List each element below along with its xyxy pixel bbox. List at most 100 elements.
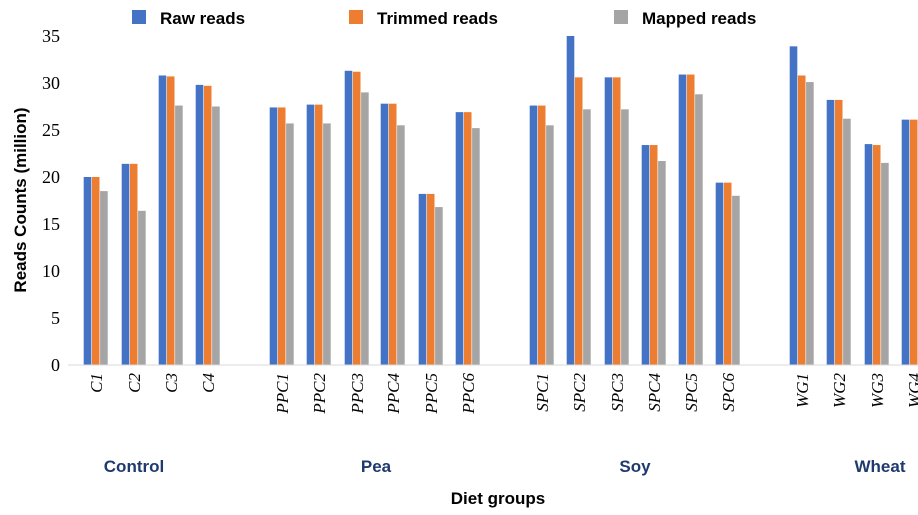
bar-mapped-reads xyxy=(732,195,740,365)
bar-group-ppc2 xyxy=(306,104,331,366)
bars xyxy=(83,36,918,366)
legend-item-trimmed-reads: Trimmed reads xyxy=(349,9,498,28)
bar-group-ppc6 xyxy=(455,112,480,365)
category-label: C2 xyxy=(125,373,144,393)
bar-trimmed-reads xyxy=(649,145,658,365)
bar-mapped-reads xyxy=(175,105,183,365)
bar-mapped-reads xyxy=(583,109,591,365)
bar-group-wg1 xyxy=(789,46,814,366)
category-label: PPC2 xyxy=(310,373,329,415)
bar-raw-reads xyxy=(269,107,278,365)
bar-mapped-reads xyxy=(435,207,443,365)
legend-item-raw-reads: Raw reads xyxy=(132,9,245,28)
bar-raw-reads xyxy=(418,193,427,365)
bar-trimmed-reads xyxy=(314,104,323,366)
bar-trimmed-reads xyxy=(612,77,621,366)
bar-group-wg3 xyxy=(864,144,889,365)
bar-mapped-reads xyxy=(472,128,480,365)
y-tick-label: 30 xyxy=(42,73,60,93)
bar-group-spc4 xyxy=(641,145,666,365)
bar-raw-reads xyxy=(566,36,575,365)
legend-label: Raw reads xyxy=(160,9,245,28)
group-label-wheat: Wheat xyxy=(855,457,906,476)
bar-raw-reads xyxy=(158,75,167,365)
bar-trimmed-reads xyxy=(797,75,806,365)
category-label: PPC3 xyxy=(348,373,367,415)
bar-trimmed-reads xyxy=(872,145,881,365)
bar-trimmed-reads xyxy=(91,177,100,365)
y-tick-label: 5 xyxy=(51,308,60,328)
category-label: WG4 xyxy=(905,373,918,408)
bar-group-ppc5 xyxy=(418,193,443,365)
bar-raw-reads xyxy=(455,112,464,365)
bar-trimmed-reads xyxy=(129,163,138,365)
legend-label: Mapped reads xyxy=(642,9,756,28)
legend-label: Trimmed reads xyxy=(377,9,498,28)
bar-mapped-reads xyxy=(658,161,666,365)
legend-swatch xyxy=(614,10,628,24)
y-tick-label: 10 xyxy=(42,261,60,281)
bar-trimmed-reads xyxy=(909,119,918,365)
bar-raw-reads xyxy=(901,119,910,365)
bar-raw-reads xyxy=(864,144,873,365)
bar-raw-reads xyxy=(678,74,687,365)
bar-trimmed-reads xyxy=(277,107,286,365)
bar-mapped-reads xyxy=(286,123,294,365)
bar-group-spc1 xyxy=(529,105,554,365)
bar-mapped-reads xyxy=(361,92,369,366)
category-label: PPC5 xyxy=(422,373,441,415)
y-tick-label: 25 xyxy=(42,120,60,140)
bar-group-spc3 xyxy=(604,77,629,366)
category-label: SPC1 xyxy=(533,373,552,412)
y-tick-label: 15 xyxy=(42,214,60,234)
bar-raw-reads xyxy=(789,46,798,366)
category-label: PPC6 xyxy=(459,373,478,415)
bar-trimmed-reads xyxy=(426,193,435,365)
bar-trimmed-reads xyxy=(537,105,546,365)
category-label: PPC4 xyxy=(384,373,403,415)
bar-raw-reads xyxy=(195,84,204,365)
category-label: C3 xyxy=(162,373,181,393)
bar-trimmed-reads xyxy=(463,112,472,365)
bar-raw-reads xyxy=(83,177,92,365)
bar-raw-reads xyxy=(529,105,538,365)
category-labels: C1 C2 C3 C4 PPC1 PPC2 PPC3 PPC4 PPC5 PPC6 SPC1 SPC2… xyxy=(87,373,918,415)
bar-group-c2 xyxy=(121,163,146,365)
bar-group-ppc1 xyxy=(269,107,294,365)
category-label: SPC6 xyxy=(719,373,738,412)
bar-raw-reads xyxy=(604,77,613,366)
bar-raw-reads xyxy=(641,145,650,365)
bar-raw-reads xyxy=(306,104,315,366)
legend-item-mapped-reads: Mapped reads xyxy=(614,9,756,28)
bar-mapped-reads xyxy=(397,125,405,365)
bar-group-spc5 xyxy=(678,74,703,365)
bar-mapped-reads xyxy=(806,82,814,365)
category-label: WG1 xyxy=(793,373,812,408)
bar-trimmed-reads xyxy=(166,76,175,366)
y-tick-label: 20 xyxy=(42,167,60,187)
legend-swatch xyxy=(349,10,363,24)
y-axis-label: Reads Counts (million) xyxy=(11,107,30,292)
bar-mapped-reads xyxy=(843,118,851,365)
category-label: SPC3 xyxy=(608,373,627,412)
bar-mapped-reads xyxy=(138,210,146,365)
y-tick-label: 35 xyxy=(42,26,60,46)
legend: Raw reads Trimmed reads Mapped reads xyxy=(132,9,756,28)
bar-trimmed-reads xyxy=(574,77,583,366)
bar-group-spc2 xyxy=(566,36,591,366)
bar-group-c4 xyxy=(195,84,220,365)
category-label: PPC1 xyxy=(273,373,292,415)
category-label: SPC4 xyxy=(645,373,664,412)
bar-trimmed-reads xyxy=(388,103,397,366)
category-label: C1 xyxy=(87,373,106,393)
bar-trimmed-reads xyxy=(834,99,843,366)
bar-mapped-reads xyxy=(323,123,331,365)
bar-trimmed-reads xyxy=(352,71,361,365)
category-label: C4 xyxy=(199,373,218,393)
bar-group-wg2 xyxy=(826,99,851,366)
group-label-soy: Soy xyxy=(619,457,651,476)
y-axis-ticks: 0 5 10 15 20 25 30 35 xyxy=(42,26,60,375)
bar-mapped-reads xyxy=(546,125,554,365)
category-label: SPC2 xyxy=(570,373,589,412)
